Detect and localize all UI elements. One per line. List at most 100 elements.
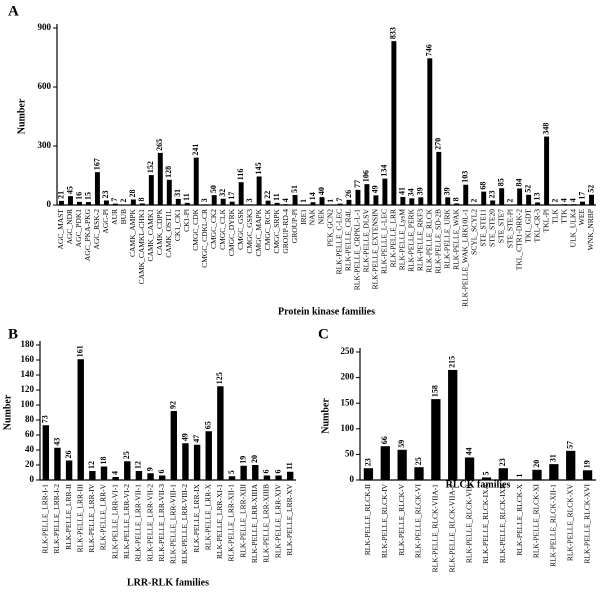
x-tick-label: STE_STE-Pl <box>505 209 514 248</box>
x-tick-label: STE_STE20 <box>487 209 496 247</box>
bar <box>184 202 190 205</box>
value-label: 7 <box>335 198 344 202</box>
y-tick-label: 150 <box>341 397 355 407</box>
value-label: 25 <box>414 457 423 465</box>
value-label: 348 <box>541 123 550 135</box>
x-tick-label: CMGC_CK2 <box>209 209 218 249</box>
bar <box>94 172 100 205</box>
x-tick-label: RLK-PELLE_LRR-VI-1 <box>110 484 119 559</box>
value-label: 11 <box>182 193 191 201</box>
x-tick-label: CMGC_RCK <box>263 208 272 250</box>
y-tick-label: 120 <box>21 384 35 394</box>
value-label: 92 <box>169 401 178 409</box>
value-label: 103 <box>461 171 470 183</box>
bar <box>517 188 523 205</box>
x-tick-label: RLK-PELLE_CR4L <box>344 209 353 271</box>
y-tick-label: 140 <box>21 369 35 379</box>
bar <box>170 411 178 480</box>
value-label: 161 <box>76 345 85 357</box>
x-tick-label: RLK-PELLE_PERK <box>407 208 416 271</box>
value-label: 158 <box>431 385 440 397</box>
value-label: 73 <box>41 415 50 423</box>
bar <box>228 476 236 480</box>
x-tick-label: RLK-PELLE_LRR-XIIIA <box>250 483 259 563</box>
bar <box>182 443 189 480</box>
value-label: 9 <box>145 467 154 471</box>
bar <box>380 446 390 480</box>
x-tick-label: TKL_GDT <box>523 209 532 243</box>
value-label: 270 <box>434 138 443 150</box>
x-tick-label: RLK-PELLE_LRR-V <box>99 483 108 550</box>
x-tick-label: RLK-PELLE_RLCK-X <box>515 483 524 555</box>
bar <box>436 151 442 205</box>
y-tick-label: 20 <box>25 459 35 469</box>
value-label: 134 <box>380 165 389 177</box>
x-tick-label: TKL-Pl <box>541 209 550 232</box>
value-label: 57 <box>566 441 575 449</box>
value-label: 23 <box>498 458 507 466</box>
value-label: 40 <box>317 187 326 195</box>
x-tick-label: SCYL_SCYL2 <box>469 209 478 255</box>
x-tick-label: BUB <box>119 209 128 224</box>
value-label: 4 <box>568 198 577 202</box>
x-tick-label: WNK_NRBP <box>586 209 595 250</box>
value-label: 34 <box>407 188 416 196</box>
x-tick-label: CMGC_CDKL-CR <box>200 209 209 268</box>
panel-label: B <box>8 326 18 342</box>
x-tick-label: TKL-CR-3 <box>532 209 541 243</box>
value-label: 39 <box>443 187 452 195</box>
bar <box>490 200 496 205</box>
x-tick-label: CAMK_OST1L <box>164 209 173 258</box>
bar <box>112 203 118 205</box>
bar <box>65 460 73 480</box>
value-label: 31 <box>173 189 182 197</box>
bar <box>217 386 224 480</box>
bar <box>283 204 289 205</box>
bar <box>147 473 154 480</box>
value-label: 85 <box>497 178 506 186</box>
y-tick-label: 160 <box>21 354 35 364</box>
value-label: 2 <box>119 199 128 203</box>
x-tick-label: RLK-PELLE_LRR-VIII-2 <box>180 484 189 564</box>
value-label: 833 <box>389 27 398 39</box>
x-tick-label: RLK-PELLE_LRR-VI-2 <box>122 484 131 559</box>
bar <box>130 199 136 205</box>
bar <box>202 204 208 205</box>
value-label: 26 <box>344 190 353 198</box>
value-label: 8 <box>452 197 461 201</box>
y-axis-title: Number <box>16 98 27 134</box>
x-tick-label: AGC-Pl <box>101 209 110 234</box>
value-label: 1 <box>326 199 335 203</box>
bar <box>544 136 550 205</box>
bar <box>240 465 247 480</box>
x-tick-label: STE_STE7 <box>496 209 505 243</box>
value-label: 4 <box>559 198 568 202</box>
bar <box>135 471 143 480</box>
value-label: 25 <box>122 451 131 459</box>
value-label: 4 <box>110 471 119 475</box>
x-tick-label: CK1-Pl <box>182 209 191 232</box>
x-tick-label: RLK-PELLE_RLCK-IXB <box>498 484 507 563</box>
value-label: 8 <box>137 197 146 201</box>
x-tick-label: RLK-PELLE_LRR-VIII-1 <box>169 484 178 564</box>
value-label: 21 <box>56 191 65 199</box>
value-label: 26 <box>64 451 73 459</box>
x-tick-label: CMGC_DYRK <box>227 208 236 256</box>
bar <box>211 195 217 205</box>
bar <box>100 466 108 480</box>
bar <box>292 194 298 205</box>
x-tick-label: RLK-PELLE_RLCK-XVI <box>582 484 591 564</box>
bar <box>89 471 96 480</box>
x-tick-label: RLK-PELLE_LRR-II <box>64 484 73 550</box>
x-tick-label: CMGC_MAPK <box>254 208 263 256</box>
bar <box>427 58 433 205</box>
bar <box>247 204 253 205</box>
x-tick-label: AGC_RSK-2 <box>92 209 101 250</box>
bar <box>274 202 280 205</box>
y-tick-label: 900 <box>38 22 52 32</box>
value-label: 66 <box>380 436 389 444</box>
x-tick-label: CMGC_GSK3 <box>245 209 254 254</box>
x-tick-label: AGC_PDK1 <box>74 209 83 248</box>
x-tick-label: PEK_GCN2 <box>326 209 335 247</box>
bar <box>582 470 593 480</box>
